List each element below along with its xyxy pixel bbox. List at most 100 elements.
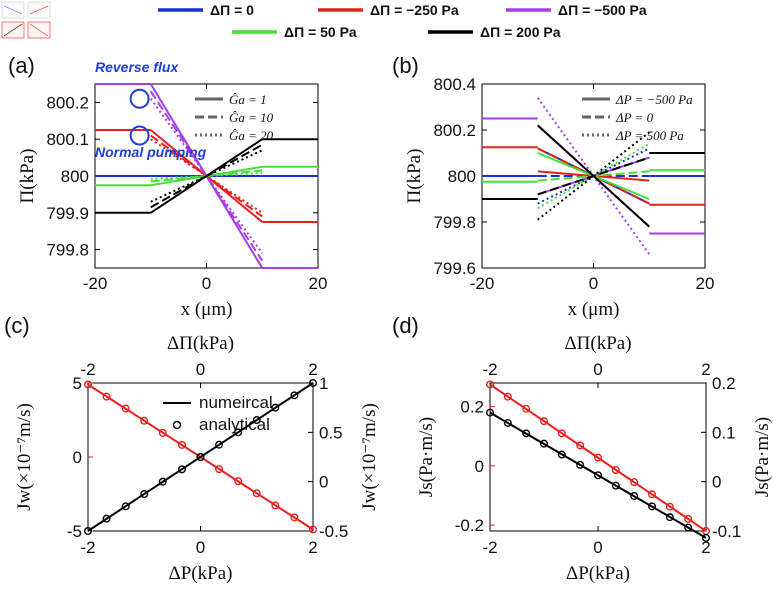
series-analytical-point [557,429,566,438]
series-analytical-point [648,490,657,499]
x-axis-label-top: ΔΠ(kPa) [167,333,234,354]
x-tick-label: 0 [589,274,598,293]
x-axis-label: x (μm) [568,299,620,320]
series-numerical-line [489,411,707,539]
annotation-circle [129,88,150,109]
y-axis-label-right: Jw(×10⁻⁷m/s) [359,403,380,511]
legend-analytical-label: analytical [199,415,270,434]
series-analytical-point [290,391,299,400]
y-tick-label-right: -0.5 [319,522,348,541]
series-analytical-point [522,404,531,413]
legend-label: ΔΠ = −250 Pa [370,2,459,18]
x-tick-label-top: 0 [196,360,205,379]
panel-b: -20 0 20 799.6 799.8 800 800.2 800.4 ΔP = −500 P… [392,53,714,320]
y-tick-label: 799.6 [433,259,476,278]
inner-legend-label: ΔP = 0 [615,110,654,125]
series-analytical-point [557,450,566,459]
x-tick-label: 0 [202,274,211,293]
series-analytical-point [648,502,657,511]
y-tick-label-left: 5 [73,374,82,393]
y-axis-label: Π(kPa) [17,149,38,204]
inner-legend-label: Ĝa = 1 [229,92,267,107]
x-tick-label-top: -2 [482,360,497,379]
x-tick-label-bottom: 2 [308,538,317,557]
y-tick-label: 800.2 [433,121,476,140]
x-tick-label: -20 [470,274,495,293]
x-tick-label-top: 2 [308,360,317,379]
legend-label: ΔΠ = 0 [210,2,254,18]
y-axis-label: Π(kPa) [404,149,425,204]
y-tick-label: 800 [61,167,89,186]
series-analytical-point [290,513,299,522]
series-analytical-point [486,380,495,389]
thumbnail-inset [1,1,51,39]
series-analytical-point [140,416,149,425]
panel-letter: (a) [8,53,35,78]
y-axis-label-left: Js(Pa·m/s) [416,417,437,497]
series-analytical-point [503,418,512,427]
series-analytical-point [684,523,693,532]
series-analytical-point [234,477,243,486]
x-tick-label-bottom: -2 [482,538,497,557]
inner-legend-label: Ĝa = 10 [229,110,274,125]
inner-legend-label: Ĝa = 20 [229,128,274,143]
series-analytical-point [665,513,674,522]
series-analytical-point [576,441,585,450]
series-line-dotted [537,142,650,210]
series-line-dotted [537,147,650,205]
legend-numerical-label: numeircal [199,393,273,412]
y-tick-label-right: 1 [319,374,328,393]
y-tick-label: 800.2 [46,93,89,112]
panel-letter: (b) [392,53,419,78]
x-axis-label-bottom: ΔP(kPa) [169,563,233,584]
series-numerical-line [489,383,707,532]
series-numerical-line [87,382,314,532]
series-analytical-point [594,453,603,462]
annotation-circle [129,125,150,146]
y-tick-label-left: 0 [73,448,82,467]
y-tick-label: 800.4 [433,75,476,94]
series-analytical-point [158,477,167,486]
inner-legend-label: ΔP = −500 Pa [615,92,693,107]
series-analytical-point [102,392,111,401]
x-axis-label: x (μm) [181,299,233,320]
legend-label: ΔΠ = 50 Pa [284,24,357,40]
series-analytical-point [121,404,130,413]
x-tick-label: 20 [309,274,328,293]
series-line-dashed [150,143,263,209]
y-tick-label-right: 0.5 [319,423,343,442]
series-analytical-point [665,502,674,511]
x-tick-label: -20 [83,274,108,293]
legend-label: ΔΠ = −500 Pa [558,2,647,18]
series-analytical-point [540,417,549,426]
x-axis-label-bottom: ΔP(kPa) [566,563,630,584]
panel-c: -2 -2 0 0 2 2 -5 0 5 -0.5 0 0.5 1 numeircal analytical… [4,313,380,584]
x-tick-label-bottom: -2 [80,538,95,557]
x-tick-label-bottom: 0 [196,538,205,557]
x-axis-label-top: ΔΠ(kPa) [564,333,631,354]
y-axis-label-right: Js(Pa·m/s) [752,417,773,497]
y-tick-label-left: 0.2 [460,398,484,417]
series-analytical-point [252,489,261,498]
legend-label: ΔΠ = 200 Pa [480,24,561,40]
series-analytical-point [486,408,495,417]
series-analytical-point [177,440,186,449]
series-analytical-point [611,466,620,475]
y-tick-label-left: -0.2 [455,516,484,535]
series-analytical-point [309,525,318,534]
y-axis-label-left: Jw(×10⁻⁷m/s) [14,403,35,511]
series-analytical-point [503,392,512,401]
annotation-reverse-flux: Reverse flux [95,59,179,75]
legend-analytical-swatch [172,420,182,430]
series-analytical-point [177,465,186,474]
series-analytical-point [611,481,620,490]
panel-letter: (d) [392,313,419,338]
x-tick-label-bottom: 0 [593,538,602,557]
y-tick-label-right: 0 [712,473,721,492]
x-tick-label-bottom: 2 [701,538,710,557]
series-analytical-point [540,439,549,448]
annotation-normal-pumping: Normal pumping [95,144,207,160]
y-tick-label-left: 0 [475,457,484,476]
panel-d: -2 -2 0 0 2 2 -0.2 0 0.2 -0.1 0 0.1 0.2 ΔP(kPa) ΔΠ(kPa… [392,313,773,584]
